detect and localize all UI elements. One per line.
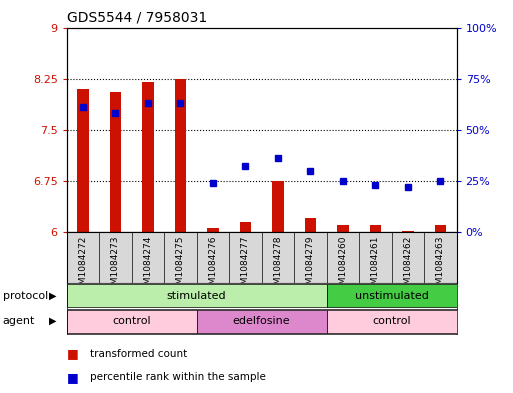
Bar <box>196 310 327 333</box>
Text: GSM1084272: GSM1084272 <box>78 236 87 296</box>
Bar <box>327 284 457 307</box>
Text: unstimulated: unstimulated <box>354 291 428 301</box>
Bar <box>207 228 219 232</box>
Text: GSM1084263: GSM1084263 <box>436 236 445 296</box>
Text: GSM1084274: GSM1084274 <box>144 236 152 296</box>
Text: GSM1084277: GSM1084277 <box>241 236 250 296</box>
Text: percentile rank within the sample: percentile rank within the sample <box>90 372 266 382</box>
Text: control: control <box>112 316 151 326</box>
Text: GSM1084276: GSM1084276 <box>208 236 218 296</box>
Text: GSM1084261: GSM1084261 <box>371 236 380 296</box>
Text: GSM1084273: GSM1084273 <box>111 236 120 296</box>
Text: GDS5544 / 7958031: GDS5544 / 7958031 <box>67 11 207 25</box>
Text: GSM1084275: GSM1084275 <box>176 236 185 296</box>
Text: GSM1084279: GSM1084279 <box>306 236 315 296</box>
Bar <box>435 225 446 232</box>
Text: edelfosine: edelfosine <box>233 316 290 326</box>
Text: control: control <box>372 316 411 326</box>
Text: transformed count: transformed count <box>90 349 187 359</box>
Bar <box>327 310 457 333</box>
Bar <box>77 89 89 232</box>
Text: GSM1084262: GSM1084262 <box>403 236 412 296</box>
Text: protocol: protocol <box>3 290 48 301</box>
Bar <box>370 225 381 232</box>
Bar <box>142 82 153 232</box>
Text: ■: ■ <box>67 371 78 384</box>
Bar <box>110 92 121 232</box>
Bar <box>175 79 186 232</box>
Text: stimulated: stimulated <box>167 291 226 301</box>
Text: ■: ■ <box>67 347 78 360</box>
Text: ▶: ▶ <box>49 316 56 326</box>
Bar <box>240 222 251 232</box>
Bar <box>402 231 413 232</box>
Bar <box>272 181 284 232</box>
Text: agent: agent <box>3 316 35 326</box>
Bar <box>67 284 327 307</box>
Bar <box>305 218 316 232</box>
Text: GSM1084260: GSM1084260 <box>339 236 347 296</box>
Text: ▶: ▶ <box>49 290 56 301</box>
Text: GSM1084278: GSM1084278 <box>273 236 282 296</box>
Bar <box>67 310 196 333</box>
Bar <box>337 225 348 232</box>
